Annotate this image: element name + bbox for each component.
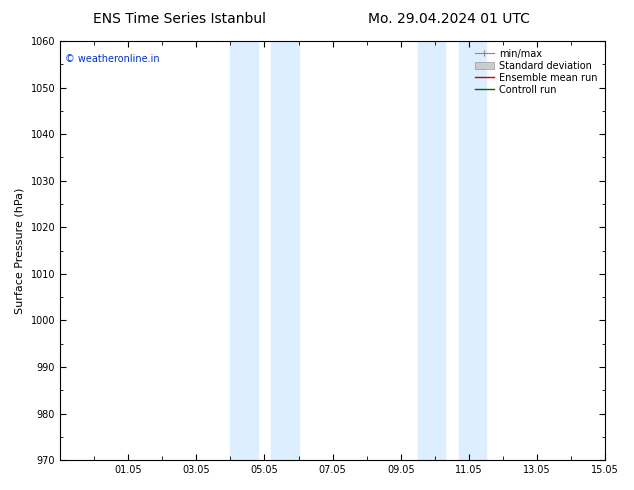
Text: © weatheronline.in: © weatheronline.in (65, 53, 160, 64)
Bar (418, 41, 445, 460)
Y-axis label: Surface Pressure (hPa): Surface Pressure (hPa) (15, 187, 25, 314)
Bar (458, 41, 486, 460)
Bar (230, 41, 257, 460)
Legend: min/max, Standard deviation, Ensemble mean run, Controll run: min/max, Standard deviation, Ensemble me… (472, 46, 600, 98)
Bar (271, 41, 299, 460)
Text: Mo. 29.04.2024 01 UTC: Mo. 29.04.2024 01 UTC (368, 12, 529, 26)
Text: ENS Time Series Istanbul: ENS Time Series Istanbul (93, 12, 266, 26)
